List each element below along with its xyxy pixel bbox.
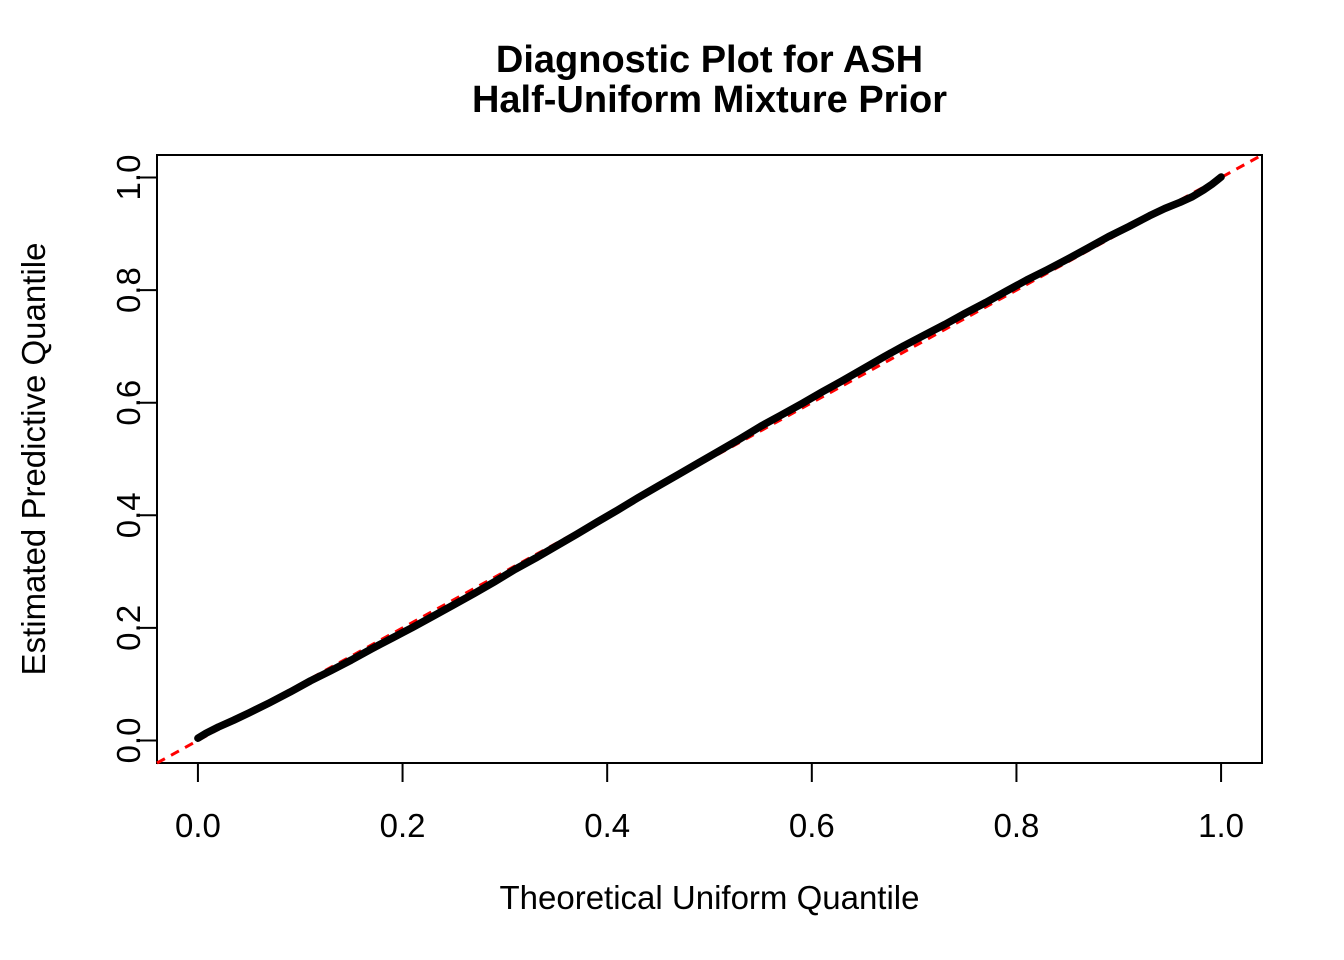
x-tick-label: 0.8 [994, 807, 1040, 844]
chart-title-line2: Half-Uniform Mixture Prior [471, 79, 948, 121]
y-tick-label: 0.6 [110, 380, 147, 426]
y-tick-label: 0.0 [110, 718, 147, 764]
x-tick-label: 0.0 [175, 807, 221, 844]
y-tick-label: 0.8 [110, 267, 147, 313]
x-tick-label: 1.0 [1198, 807, 1244, 844]
qq-curve [194, 173, 1225, 742]
x-tick-label: 0.6 [789, 807, 835, 844]
y-axis-label: Estimated Predictive Quantile [15, 242, 52, 676]
y-tick-label: 0.2 [110, 605, 147, 651]
plot-box [156, 154, 1263, 764]
chart-title-line1: Diagnostic Plot for ASH [495, 39, 924, 81]
y-tick-label: 0.4 [110, 492, 147, 538]
x-tick-label: 0.2 [380, 807, 426, 844]
y-tick-label: 1.0 [110, 155, 147, 201]
chart-title: Diagnostic Plot for ASH Half-Uniform Mix… [157, 40, 1262, 120]
x-axis-label: Theoretical Uniform Quantile [499, 879, 920, 916]
x-tick-label: 0.4 [584, 807, 630, 844]
